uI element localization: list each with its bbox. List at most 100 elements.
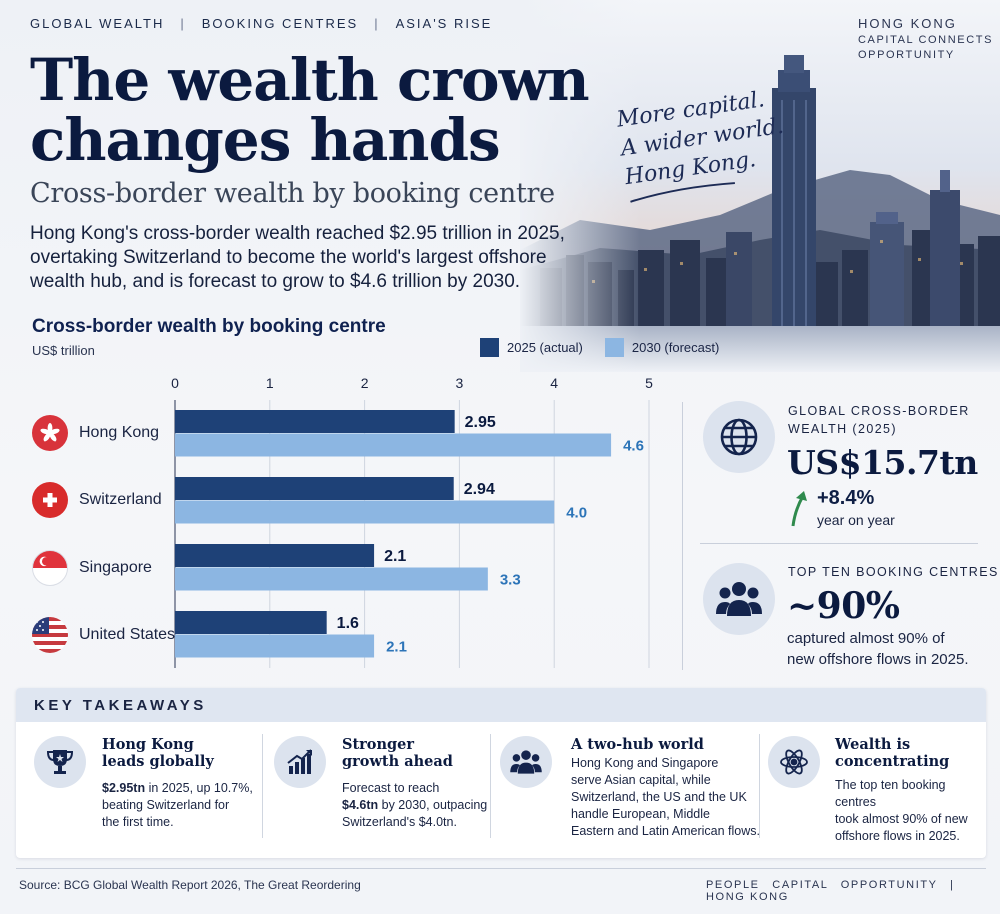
body-line: by 2030, outpacing bbox=[378, 798, 488, 812]
bar-2030 bbox=[175, 634, 375, 658]
divider bbox=[759, 734, 760, 838]
stat-label-line: GLOBAL CROSS-BORDER bbox=[788, 404, 970, 418]
bar-chart: 0 1 2 3 4 5 2.95 2.94 2.1 1.6 4.6 4.0 3.3 2.1 bbox=[171, 375, 653, 668]
bar-value-label: 3.3 bbox=[500, 572, 521, 589]
global-stat-label: GLOBAL CROSS-BORDER WEALTH (2025) bbox=[788, 402, 970, 438]
bar-value-label: 4.0 bbox=[566, 505, 587, 522]
desc-line: new offshore flows in 2025. bbox=[787, 651, 969, 668]
divider bbox=[490, 734, 491, 838]
heading-line: Wealth is bbox=[835, 736, 911, 753]
legend-swatch-2030 bbox=[604, 338, 624, 357]
chart-unit-label: US$ trillion bbox=[32, 343, 95, 358]
ch-flag-icon bbox=[32, 482, 68, 518]
bar-2025 bbox=[175, 410, 455, 433]
bar-value-label: 2.1 bbox=[386, 639, 407, 656]
footer-tagline: PEOPLE CAPITAL OPPORTUNITY | HONG KONG bbox=[706, 879, 1000, 903]
bar-2025 bbox=[175, 611, 327, 634]
legend-item-2030: 2030 (forecast) bbox=[604, 338, 719, 357]
us-flag-icon bbox=[32, 617, 68, 653]
body-line: serve Asian capital, while bbox=[571, 773, 711, 787]
top-ten-description: captured almost 90% of new offshore flow… bbox=[787, 628, 987, 670]
bar-value-label: 4.6 bbox=[623, 438, 644, 455]
legend-item-2025: 2025 (actual) bbox=[480, 338, 583, 357]
country-name: United States bbox=[79, 626, 176, 643]
hk-flag-icon bbox=[32, 415, 68, 451]
body-line: the first time. bbox=[102, 815, 174, 829]
sg-flag-icon bbox=[32, 550, 68, 586]
footer-word: OPPORTUNITY bbox=[840, 879, 938, 891]
globe-icon bbox=[703, 401, 775, 473]
body-line: Forecast to reach bbox=[342, 781, 440, 795]
x-tick-label: 4 bbox=[550, 375, 558, 391]
divider bbox=[700, 543, 978, 544]
takeaways-header-bar bbox=[16, 688, 986, 722]
heading-line: concentrating bbox=[835, 753, 950, 770]
title-line: changes hands bbox=[30, 106, 501, 174]
nav-item-asias-rise: ASIA'S RISE bbox=[395, 16, 493, 31]
country-label-switzerland: Switzerland bbox=[32, 482, 162, 518]
country-label-united-states: United States bbox=[32, 617, 175, 653]
top-ten-label: TOP TEN BOOKING CENTRES bbox=[788, 565, 999, 579]
footer-divider bbox=[16, 868, 986, 869]
handwritten-tagline: More capital. A wider world. Hong Kong. bbox=[615, 80, 817, 206]
top-nav: GLOBAL WEALTH | BOOKING CENTRES | ASIA'S… bbox=[30, 16, 492, 31]
divider bbox=[262, 734, 263, 838]
page-title: The wealth crown changes hands bbox=[30, 50, 590, 174]
heading-line: Stronger bbox=[342, 736, 415, 753]
takeaway-heading: A two-hub world bbox=[571, 736, 704, 753]
corner-title: HONG KONG bbox=[858, 16, 957, 31]
country-name: Singapore bbox=[79, 559, 152, 576]
up-arrow-icon bbox=[791, 491, 807, 527]
bar-2030 bbox=[175, 567, 488, 591]
corner-line: OPPORTUNITY bbox=[858, 49, 955, 61]
legend-label-2025: 2025 (actual) bbox=[507, 340, 583, 355]
country-label-singapore: Singapore bbox=[32, 550, 152, 586]
people-icon bbox=[703, 563, 775, 635]
footer-word: HONG KONG bbox=[706, 891, 789, 903]
growth-value: +8.4% bbox=[817, 487, 875, 509]
chart-title: Cross-border wealth by booking centre bbox=[32, 316, 386, 337]
script-underline bbox=[630, 182, 735, 203]
footer-word: PEOPLE bbox=[706, 879, 760, 891]
x-tick-label: 1 bbox=[266, 375, 274, 391]
x-tick-label: 2 bbox=[361, 375, 369, 391]
nav-separator: | bbox=[374, 16, 380, 31]
x-tick-label: 5 bbox=[645, 375, 653, 391]
growth-subtext: year on year bbox=[817, 512, 895, 528]
body-line: Switzerland, the US and the UK bbox=[571, 790, 747, 804]
x-tick-label: 0 bbox=[171, 375, 179, 391]
growth-chart-icon bbox=[274, 736, 326, 788]
people-icon bbox=[500, 736, 552, 788]
country-name: Switzerland bbox=[79, 491, 162, 508]
desc-line: captured almost 90% of bbox=[787, 630, 945, 647]
nav-item-booking-centres: BOOKING CENTRES bbox=[201, 16, 359, 31]
body-line: Eastern and Latin American flows. bbox=[571, 824, 760, 838]
nav-item-global-wealth: GLOBAL WEALTH bbox=[30, 16, 165, 31]
heading-line: growth ahead bbox=[342, 753, 453, 770]
bar-value-label: 2.1 bbox=[384, 548, 406, 565]
corner-tagline: HONG KONG CAPITAL CONNECTS OPPORTUNITY bbox=[858, 16, 993, 63]
bar-value-label: 2.95 bbox=[465, 414, 496, 431]
takeaway-body: $2.95tn in 2025, up 10.7%, beating Switz… bbox=[102, 780, 262, 831]
nav-separator: | bbox=[180, 16, 186, 31]
takeaway-bold-value: $2.95tn bbox=[102, 781, 146, 795]
body-line: beating Switzerland for bbox=[102, 798, 230, 812]
takeaway-heading: Wealth is concentrating bbox=[835, 736, 949, 770]
footer-word: CAPITAL bbox=[772, 879, 829, 891]
global-stat-value: US$15.7tn bbox=[787, 443, 978, 482]
bar-2025 bbox=[175, 477, 454, 500]
takeaway-body: Forecast to reach $4.6tn by 2030, outpac… bbox=[342, 780, 492, 831]
takeaway-bold-value: $4.6tn bbox=[342, 798, 379, 812]
body-line: offshore flows in 2025. bbox=[835, 829, 960, 843]
intro-paragraph: Hong Kong's cross-border wealth reached … bbox=[30, 223, 565, 292]
footer-separator: | bbox=[950, 879, 955, 891]
body-line: handle European, Middle bbox=[571, 807, 710, 821]
bar-2030 bbox=[175, 433, 612, 457]
key-takeaways-panel: KEY TAKEAWAYS Hong Kong leads globally $… bbox=[16, 688, 986, 858]
body-line: in 2025, up 10.7%, bbox=[145, 781, 253, 795]
bar-2025 bbox=[175, 544, 375, 567]
takeaway-heading: Hong Kong leads globally bbox=[102, 736, 214, 770]
takeaway-heading: Stronger growth ahead bbox=[342, 736, 453, 770]
source-note: Source: BCG Global Wealth Report 2026, T… bbox=[19, 878, 361, 892]
chart-legend: 2025 (actual) 2030 (forecast) bbox=[480, 338, 741, 357]
